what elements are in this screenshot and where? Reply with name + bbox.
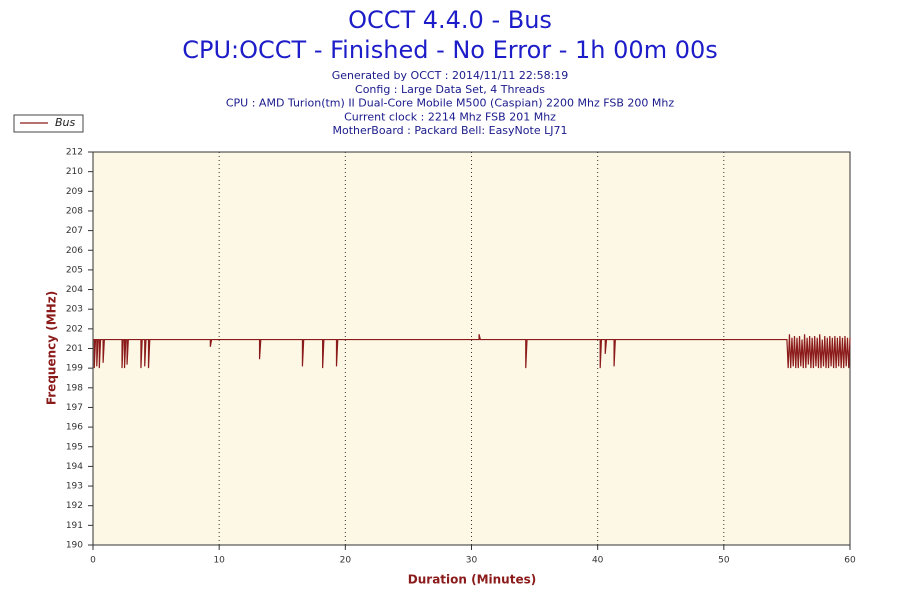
y-tick-label: 209 [66,187,83,197]
info-line: Generated by OCCT : 2014/11/11 22:58:19 [332,69,569,82]
y-tick-label: 210 [66,167,83,177]
y-axis-label: Frequency (MHz) [45,291,59,405]
y-tick-label: 201 [66,344,83,354]
y-tick-label: 204 [66,285,83,295]
legend-box [13,114,84,133]
y-tick-label: 195 [66,442,83,452]
y-tick-label: 203 [66,305,83,315]
info-line: Config : Large Data Set, 4 Threads [355,83,545,96]
y-tick-label: 197 [66,403,83,413]
y-tick-label: 199 [66,364,83,374]
info-line: Current clock : 2214 Mhz FSB 201 Mhz [344,110,556,123]
y-tick-label: 206 [66,246,83,256]
y-tick-label: 196 [66,423,83,433]
x-tick-label: 40 [592,556,604,566]
x-tick-label: 10 [213,556,225,566]
info-line: CPU : AMD Turion(tm) II Dual-Core Mobile… [226,97,674,110]
x-axis-label: Duration (Minutes) [408,573,536,587]
x-tick-label: 50 [718,556,730,566]
y-tick-label: 193 [66,482,83,492]
info-line: MotherBoard : Packard Bell: EasyNote LJ7… [333,124,568,137]
y-tick-label: 198 [66,383,83,393]
y-tick-label: 191 [66,521,83,531]
y-tick-label: 212 [66,148,83,158]
x-tick-label: 30 [466,556,478,566]
x-tick-label: 60 [844,556,856,566]
y-tick-label: 194 [66,462,83,472]
y-tick-label: 205 [66,265,83,275]
y-tick-label: 190 [66,541,83,551]
x-tick-label: 20 [340,556,352,566]
legend-label: Bus [55,116,76,129]
chart-subtitle: CPU:OCCT - Finished - No Error - 1h 00m … [182,36,718,64]
chart-title: OCCT 4.4.0 - Bus [348,6,552,34]
data-line [93,334,851,369]
y-tick-label: 192 [66,501,83,511]
y-tick-label: 202 [66,324,83,334]
y-tick-label: 207 [66,226,83,236]
y-tick-label: 208 [66,206,83,216]
legend: Bus [13,114,84,133]
x-tick-label: 0 [90,556,96,566]
